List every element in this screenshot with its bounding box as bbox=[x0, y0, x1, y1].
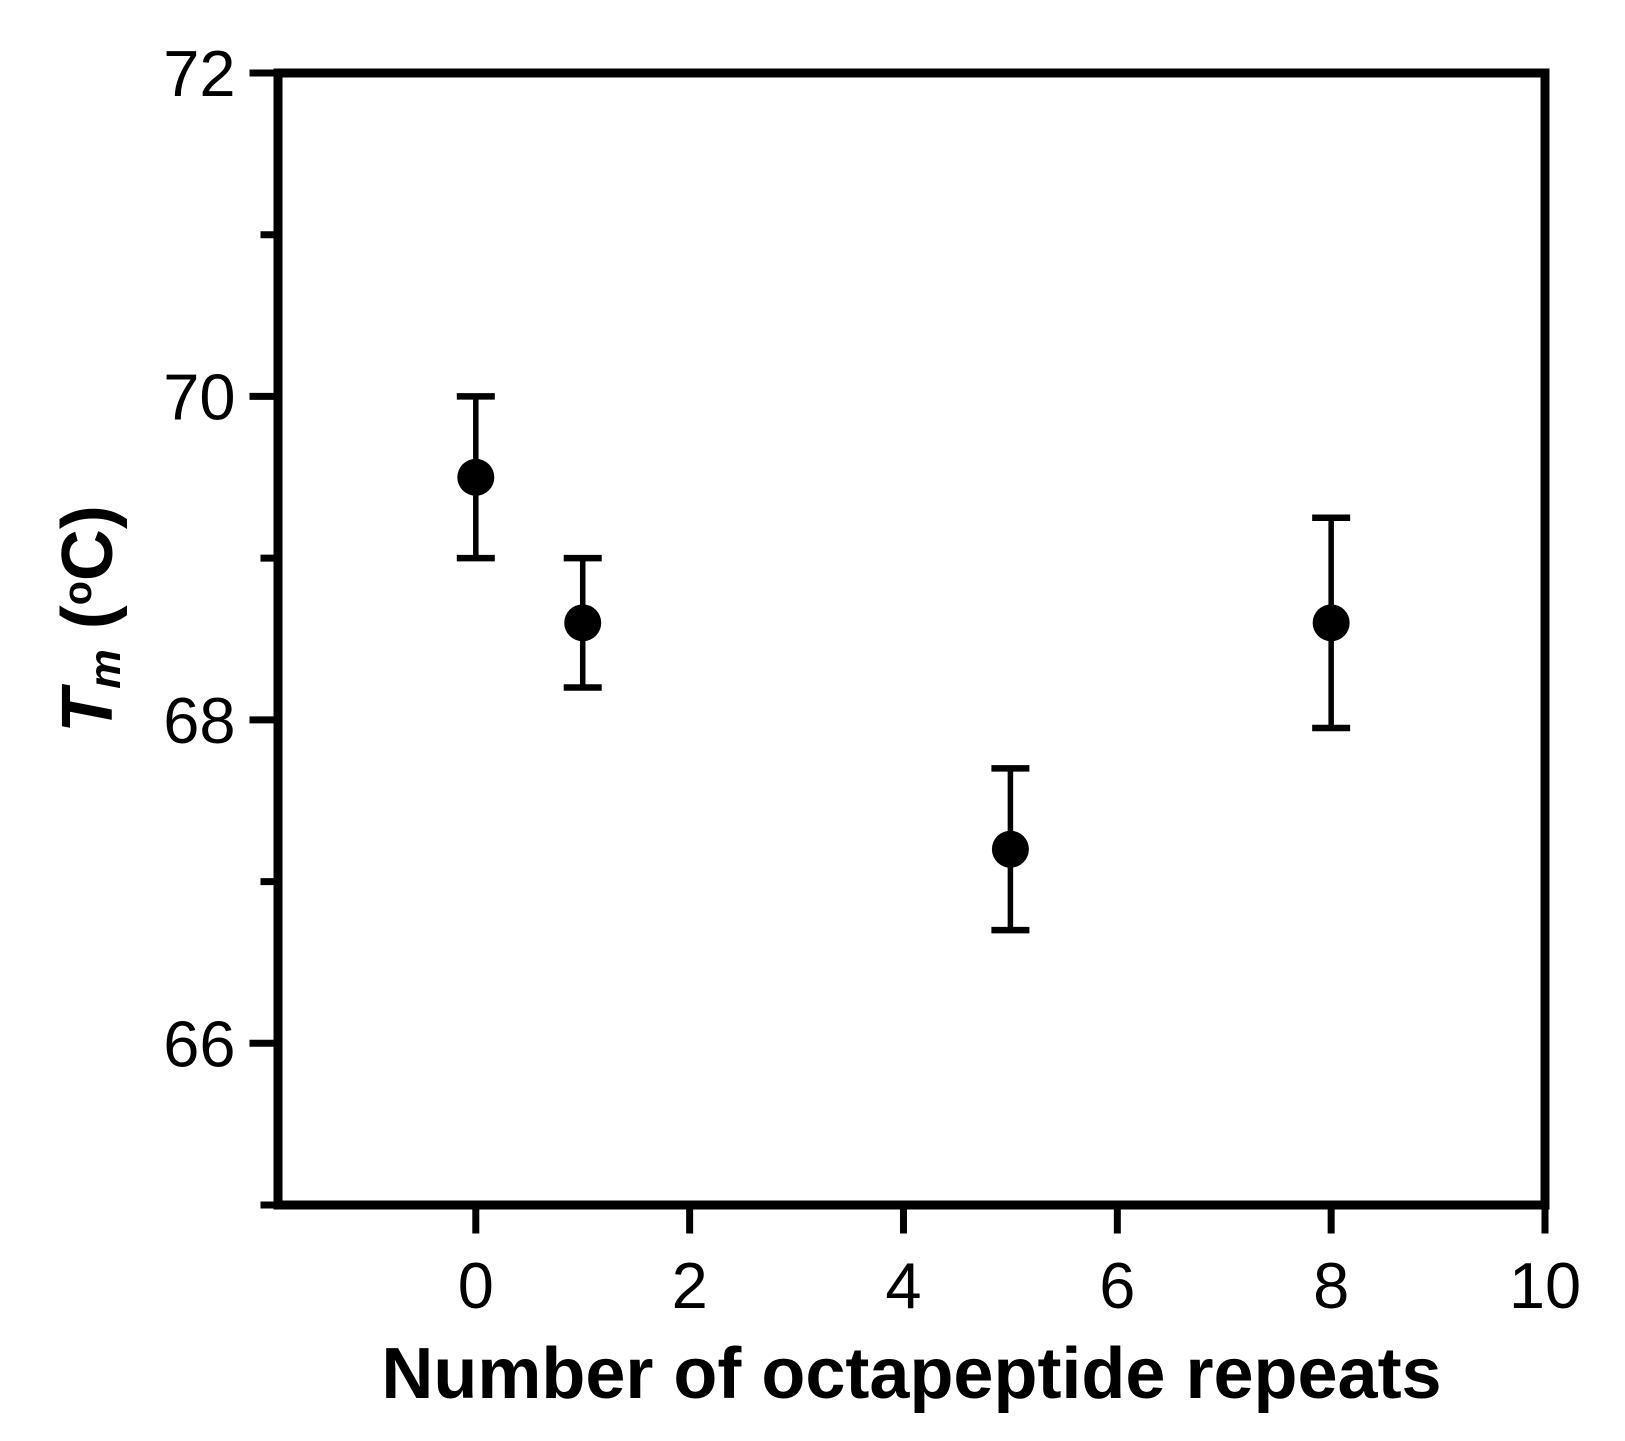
x-tick-label: 8 bbox=[1313, 1249, 1349, 1322]
y-tick-label: 66 bbox=[163, 1007, 235, 1080]
degree-symbol: o bbox=[56, 581, 101, 606]
y-axis-title-open-paren: ( bbox=[48, 605, 128, 650]
x-tick-label: 6 bbox=[1099, 1249, 1135, 1322]
y-tick-label: 72 bbox=[163, 37, 235, 110]
y-axis-title: Tm (oC) bbox=[48, 505, 130, 733]
x-axis-title-text: Number of octapeptide repeats bbox=[381, 1334, 1442, 1414]
y-axis-title-symbol: T bbox=[48, 688, 128, 733]
x-tick-label: 0 bbox=[458, 1249, 494, 1322]
data-point-marker bbox=[1312, 604, 1350, 642]
data-point-marker bbox=[457, 458, 495, 496]
x-tick-label: 2 bbox=[672, 1249, 708, 1322]
x-tick-label: 4 bbox=[885, 1249, 921, 1322]
x-tick-label: 10 bbox=[1509, 1249, 1581, 1322]
y-tick-label: 70 bbox=[163, 360, 235, 433]
y-axis-title-unit: C) bbox=[48, 505, 128, 582]
x-axis-title: Number of octapeptide repeats bbox=[278, 1338, 1545, 1410]
plot-frame bbox=[273, 68, 1550, 1210]
y-tick-label: 68 bbox=[163, 684, 235, 757]
data-point-marker bbox=[991, 830, 1029, 868]
y-axis-title-subscript: m bbox=[81, 649, 131, 689]
data-point-marker bbox=[564, 604, 602, 642]
